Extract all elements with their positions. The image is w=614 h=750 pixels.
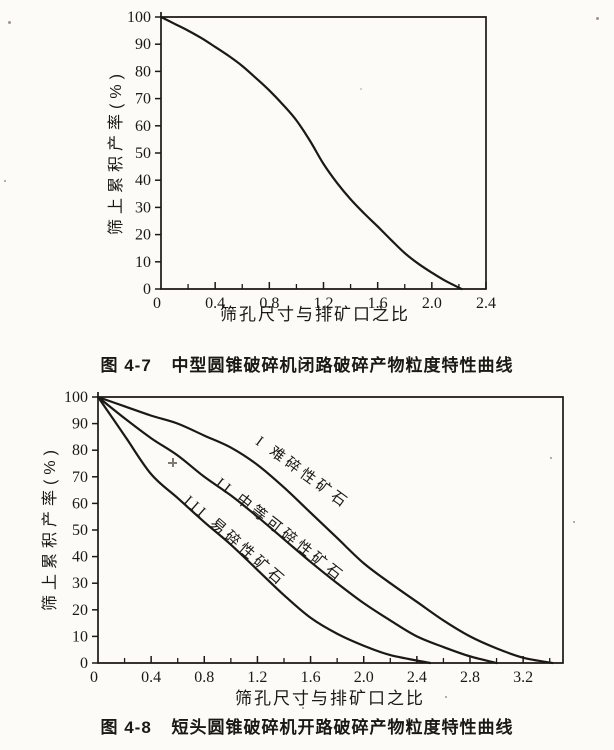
x-tick-label: 3.2 — [513, 669, 533, 686]
x-tick-label: 1.6 — [301, 669, 321, 686]
x-tick-label: 2.0 — [354, 669, 374, 686]
plot-frame — [160, 12, 487, 290]
y-tick-label: 80 — [72, 442, 88, 459]
y-tick-label: 50 — [72, 522, 88, 539]
y-tick-label: 30 — [135, 199, 151, 216]
y-tick-label: 100 — [127, 9, 151, 26]
figure-4-7-number: 图 4-7 — [100, 356, 152, 375]
scan-speck — [360, 88, 362, 90]
figure-4-8-y-axis-label: 筛上累积产率(%) — [42, 445, 59, 611]
figure-4-8-number: 图 4-8 — [100, 718, 152, 737]
y-tick-label: 100 — [64, 389, 88, 406]
figure-4-8-caption: 图 4-8 短头圆锥破碎机开路破碎产物粒度特性曲线 — [0, 713, 614, 738]
closed-circuit-curve — [159, 15, 463, 291]
scan-speck — [596, 17, 599, 20]
y-tick-label: 90 — [135, 36, 151, 53]
scan-speck — [445, 696, 447, 698]
x-tick-label: 0 — [153, 295, 161, 312]
scan-speck — [8, 21, 11, 24]
curve-III-soft-ore — [96, 395, 432, 665]
figure-4-7-x-axis-label: 筛孔尺寸与排矿口之比 — [220, 305, 410, 324]
y-tick-label: 20 — [135, 227, 151, 244]
y-tick-label: 30 — [72, 575, 88, 592]
y-tick-label: 40 — [135, 172, 151, 189]
x-tick-label: 2.8 — [460, 669, 480, 686]
x-tick-label: 0.4 — [141, 669, 161, 686]
y-tick-label: 20 — [72, 602, 88, 619]
x-tick-label: 1.2 — [247, 669, 267, 686]
scan-speck — [112, 232, 114, 234]
x-tick-label: 2.4 — [476, 295, 496, 312]
y-tick-label: 80 — [135, 63, 151, 80]
scan-speck — [4, 180, 6, 182]
figure-4-7-caption: 图 4-7 中型圆锥破碎机闭路破碎产物粒度特性曲线 — [0, 351, 614, 376]
y-tick-label: 70 — [72, 469, 88, 486]
scan-speck — [302, 707, 304, 709]
y-tick-label: 10 — [135, 254, 151, 271]
figure-4-8-x-axis-label: 筛孔尺寸与排矿口之比 — [235, 689, 425, 708]
x-tick-label: 0.8 — [194, 669, 214, 686]
scan-plus-artifact — [168, 458, 177, 467]
x-tick-label: 1.2 — [314, 295, 334, 312]
figure-4-7-y-axis-label: 筛上累积产率(%) — [108, 69, 125, 235]
x-tick-label: 0.4 — [205, 295, 225, 312]
x-tick-label: 0.8 — [259, 295, 279, 312]
y-tick-label: 40 — [72, 549, 88, 566]
y-tick-label: 70 — [135, 91, 151, 108]
scan-speck — [550, 457, 552, 459]
figure-4-7-plot: 0 0.4 0.8 1.2 1.6 2.0 2.4 0 10 20 30 40 50 60 70 80 90 10… — [127, 9, 496, 312]
curve-I-hard-ore — [96, 395, 554, 665]
figure-4-7-title: 中型圆锥破碎机闭路破碎产物粒度特性曲线 — [171, 356, 514, 375]
x-tick-label: 2.0 — [422, 295, 442, 312]
y-tick-label: 0 — [80, 655, 88, 672]
y-tick-label: 90 — [72, 416, 88, 433]
x-tick-label: 0 — [90, 669, 98, 686]
curve-II-medium-ore — [96, 395, 498, 665]
y-tick-label: 10 — [72, 628, 88, 645]
curve-III-soft-ore-label: III 易碎性矿石 — [180, 492, 289, 590]
y-tick-label: 0 — [143, 281, 151, 298]
y-tick-label: 50 — [135, 145, 151, 162]
scan-speck — [573, 521, 575, 523]
plot-frame — [97, 392, 564, 664]
figure-4-8-plot: 0 0.4 0.8 1.2 1.6 2.0 2.4 2.8 3.2 0 10 20 30 40 50 60 70… — [64, 389, 564, 686]
x-tick-label: 1.6 — [368, 295, 388, 312]
x-tick-label: 2.4 — [407, 669, 427, 686]
figure-4-8-title: 短头圆锥破碎机开路破碎产物粒度特性曲线 — [171, 718, 514, 737]
y-tick-label: 60 — [72, 495, 88, 512]
y-tick-label: 60 — [135, 118, 151, 135]
